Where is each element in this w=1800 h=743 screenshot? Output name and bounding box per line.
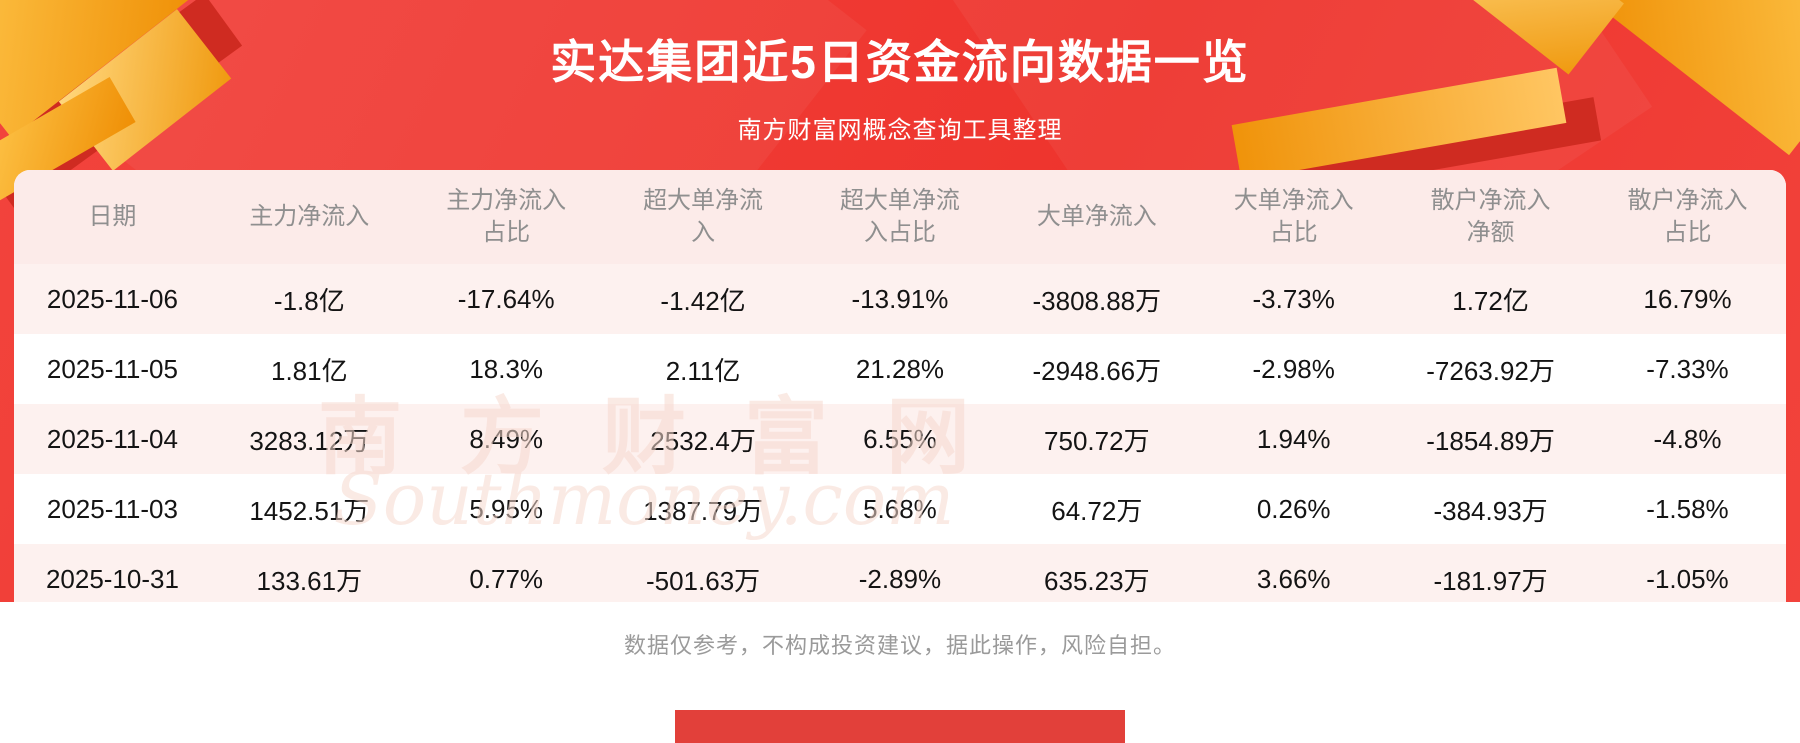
table-cell: -501.63万 xyxy=(645,565,761,596)
table-cell: 2532.4万 xyxy=(650,425,756,456)
table-cell: 133.61万 xyxy=(256,565,363,596)
table-cell: 1.72亿 xyxy=(1452,285,1529,316)
header-banner: 实达集团近5日资金流向数据一览 南方财富网概念查询工具整理 xyxy=(0,0,1800,170)
column-header: 大单净流入 占比 xyxy=(1195,170,1393,264)
table-body: 2025-11-06 -1.8亿 -17.64% -1.42亿 -13.91% -3808… xyxy=(14,264,1786,602)
table-cell: -1.58% xyxy=(1646,493,1729,524)
table-cell: -4.8% xyxy=(1653,423,1722,454)
table-cell: -2948.66万 xyxy=(1032,355,1162,386)
table-cell: 2025-11-05 xyxy=(46,353,178,384)
table-cell: 5.95% xyxy=(469,493,544,524)
table-cell: 3.66% xyxy=(1256,563,1331,594)
table-cell: 8.49% xyxy=(469,423,544,454)
page-title: 实达集团近5日资金流向数据一览 xyxy=(550,36,1250,88)
table-cell: 2.11亿 xyxy=(665,355,741,386)
table-cell: 3283.12万 xyxy=(249,425,370,456)
table-cell: -1854.89万 xyxy=(1426,425,1555,456)
table-cell: -7263.92万 xyxy=(1426,355,1555,386)
table-cell: 750.72万 xyxy=(1044,425,1150,456)
table-cell: -3.73% xyxy=(1252,283,1335,314)
table-cell: 6.55% xyxy=(863,423,937,454)
table-cell: 21.28% xyxy=(855,353,945,384)
header-row: 日期 主力净流入 主力净流入 占比 超大单净流 入超大单净流 入占比 大单净流入 大单净流… xyxy=(14,170,1786,264)
footer: 数据仅参考，不构成投资建议，据此操作，风险自担。 xyxy=(0,602,1800,743)
table-cell: -7.33% xyxy=(1646,353,1729,384)
disclaimer-text: 数据仅参考，不构成投资建议，据此操作，风险自担。 xyxy=(623,633,1176,658)
table-cell: -384.93万 xyxy=(1433,495,1548,526)
table-cell: 2025-11-03 xyxy=(46,493,178,524)
table-cell: 635.23万 xyxy=(1044,565,1150,596)
table-row: 2025-11-04 3283.12万 8.49% 2532.4万 6.55% 750.7… xyxy=(14,404,1786,474)
table-cell: 18.3% xyxy=(469,353,544,384)
table-cell: 5.68% xyxy=(863,493,937,524)
column-header: 日期 xyxy=(14,170,211,264)
column-header: 主力净流入 xyxy=(210,170,408,264)
table-cell: 1.81亿 xyxy=(271,355,348,386)
fund-flow-table: 日期 主力净流入 主力净流入 占比 超大单净流 入超大单净流 入占比 大单净流入 大单净流… xyxy=(14,170,1786,602)
column-header: 大单净流入 xyxy=(998,170,1196,264)
column-header: 散户净流入 净额 xyxy=(1392,170,1589,264)
table-cell: -17.64% xyxy=(457,283,555,314)
table-cell: 2025-11-04 xyxy=(46,423,178,454)
table-cell: 0.77% xyxy=(469,563,544,594)
table-cell: -181.97万 xyxy=(1433,565,1548,596)
column-header: 超大单净流 入占比 xyxy=(801,170,999,264)
column-header: 散户净流入 占比 xyxy=(1589,170,1786,264)
table-cell: 16.79% xyxy=(1643,283,1732,314)
table-cell: -2.89% xyxy=(858,563,942,594)
table-cell: -2.98% xyxy=(1252,353,1335,384)
column-header: 主力净流入 占比 xyxy=(407,170,605,264)
table-header: 日期 主力净流入 主力净流入 占比 超大单净流 入超大单净流 入占比 大单净流入 大单净流… xyxy=(14,170,1786,264)
table-cell: -1.8亿 xyxy=(273,285,345,316)
table-cell: -1.42亿 xyxy=(660,285,746,316)
table-cell: 1387.79万 xyxy=(643,495,764,526)
table-cell: -1.05% xyxy=(1646,563,1729,594)
table-row: 2025-10-31 133.61万 0.77% -501.63万 -2.89% 635.… xyxy=(14,544,1786,602)
table-cell: 1.94% xyxy=(1256,423,1331,454)
table-cell: 2025-10-31 xyxy=(45,563,179,594)
table-row: 2025-11-06 -1.8亿 -17.64% -1.42亿 -13.91% -3808… xyxy=(14,264,1786,334)
table-cell: 1452.51万 xyxy=(249,495,370,526)
bottom-banner xyxy=(675,710,1125,743)
table-cell: 0.26% xyxy=(1256,493,1331,524)
table-cell: -13.91% xyxy=(851,283,949,314)
table-row: 2025-11-03 1452.51万 5.95% 1387.79万 5.68% 64.7… xyxy=(14,474,1786,544)
page-subtitle: 南方财富网概念查询工具整理 xyxy=(737,117,1063,144)
table-cell: 64.72万 xyxy=(1051,495,1143,526)
fund-flow-table-container: 日期 主力净流入 主力净流入 占比 超大单净流 入超大单净流 入占比 大单净流入 大单净流… xyxy=(14,170,1786,602)
table-cell: -3808.88万 xyxy=(1032,285,1162,316)
table-row: 2025-11-05 1.81亿 18.3% 2.11亿 21.28% -2948.66万… xyxy=(14,334,1786,404)
column-header: 超大单净流 入 xyxy=(604,170,802,264)
table-cell: 2025-11-06 xyxy=(46,283,178,314)
